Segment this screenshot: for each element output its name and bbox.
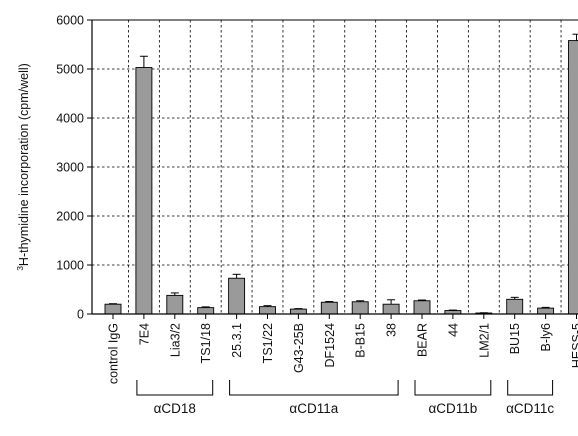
y-axis-title-text: H-thymidine incorporation (cpm/well) — [17, 63, 31, 266]
x-tick-label: TS1/22 — [261, 323, 275, 363]
group-label: αCD11a — [289, 401, 338, 416]
group-bracket — [230, 380, 399, 395]
y-axis-title: 3H-thymidine incorporation (cpm/well) — [15, 63, 31, 271]
x-tick-label: B-B15 — [354, 323, 368, 358]
axes — [92, 20, 578, 314]
x-tick-label: 7E4 — [137, 323, 151, 345]
bar — [569, 41, 578, 314]
bar — [538, 308, 554, 314]
group-bracket — [137, 380, 213, 395]
x-tick-label: BU15 — [508, 323, 522, 354]
bar — [136, 68, 152, 314]
bar — [198, 308, 214, 314]
x-tick-label: 25.3.1 — [230, 323, 244, 358]
bar — [414, 301, 430, 314]
x-tick-label: G43-25B — [292, 323, 306, 373]
y-tick-label: 4000 — [56, 112, 84, 126]
x-tick-label: TS1/18 — [199, 323, 213, 363]
bar — [383, 304, 399, 314]
group-bracket — [415, 380, 491, 395]
group-bracket — [508, 380, 553, 395]
bar — [260, 307, 276, 314]
bar — [507, 299, 523, 314]
x-tick-label: control IgG — [107, 323, 121, 384]
group-brackets: αCD18 αCD11a αCD11b αCD11c — [137, 380, 555, 416]
bar — [229, 278, 245, 314]
y-tick-label: 3000 — [56, 161, 84, 175]
y-tick-label: 1000 — [56, 259, 84, 273]
x-tick-label: BEAR — [416, 323, 430, 357]
x-tick-label: 38 — [385, 323, 399, 337]
y-tick-label: 5000 — [56, 63, 84, 77]
x-tick-label: Lia3/2 — [168, 323, 182, 357]
x-tick-label: 44 — [446, 323, 460, 337]
bar — [352, 302, 368, 314]
group-label: αCD18 — [154, 401, 196, 416]
y-tick-label: 2000 — [56, 210, 84, 224]
x-tick-labels: control IgG 7E4 Lia3/2 TS1/18 25.3.1 TS1/22 G4… — [107, 314, 578, 384]
x-tick-label: LM2/1 — [477, 323, 491, 358]
group-label: αCD11c — [506, 401, 554, 416]
y-tick-label: 6000 — [56, 14, 84, 28]
grid — [92, 20, 578, 314]
x-tick-label: DF1524 — [323, 323, 337, 368]
bar — [105, 304, 121, 314]
y-tick-label: 0 — [77, 308, 84, 322]
bar — [321, 302, 337, 314]
x-tick-label: B-ly6 — [539, 323, 553, 352]
bar — [290, 309, 306, 314]
group-label: αCD11b — [428, 401, 477, 416]
x-tick-label: HESS-5 — [570, 323, 578, 368]
bars — [105, 34, 578, 314]
y-ticks: 0 1000 2000 3000 4000 5000 6000 — [56, 14, 92, 322]
bar — [167, 295, 183, 314]
